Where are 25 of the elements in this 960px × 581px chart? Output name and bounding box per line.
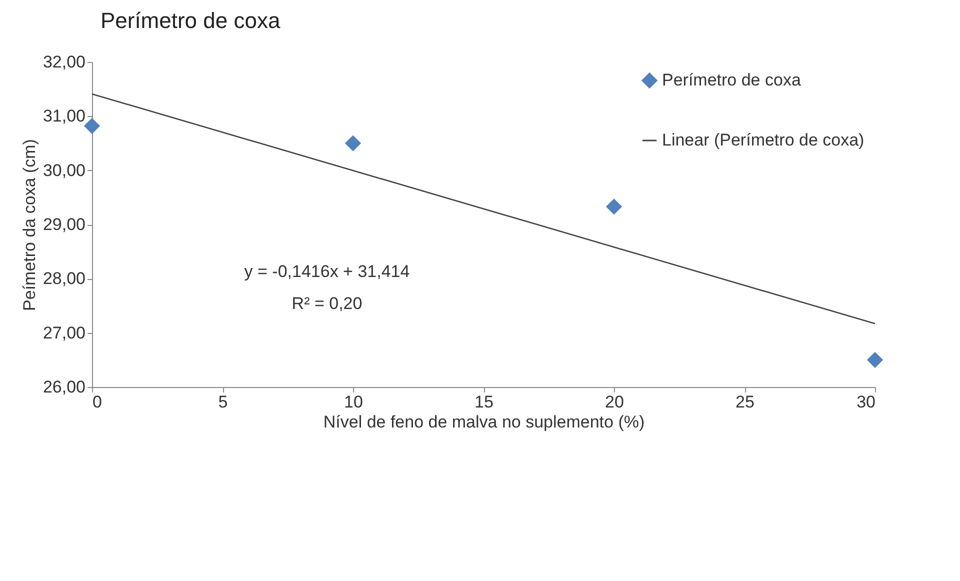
y-tick-label: 30,00 [42, 160, 86, 180]
x-tick-label: 5 [218, 392, 228, 412]
legend-label: Perímetro de coxa [662, 70, 802, 90]
y-tick-label: 27,00 [42, 323, 86, 342]
point [866, 352, 884, 368]
point [606, 198, 622, 215]
legend-label: Linear (Perímetro de coxa) [662, 130, 864, 150]
point [84, 118, 100, 134]
chart-title: Perímetro de coxa [100, 8, 281, 33]
y-tick-label: 29,00 [42, 215, 86, 234]
y-tick-label: 31,00 [42, 106, 86, 126]
y-tick-label: 26,00 [42, 378, 86, 396]
x-tick-label: 20 [605, 392, 624, 412]
x-tick-label: 30 [856, 392, 876, 412]
annotation: R² = 0,20 [292, 294, 362, 313]
x-tick-label: 10 [344, 392, 363, 412]
x-axis-title: Nível de feno de malva no suplemento (%) [323, 412, 645, 432]
x-tick-label: 0 [92, 392, 102, 412]
annotation: y = -0,1416x + 31,414 [244, 262, 410, 281]
point [344, 135, 362, 152]
y-tick-label: 28,00 [42, 269, 86, 288]
x-tick-label: 15 [474, 392, 494, 412]
x-tick-label: 25 [736, 392, 754, 412]
y-tick-label: 32,00 [42, 52, 86, 72]
y-axis-title: Peímetro da coxa (cm) [20, 139, 39, 311]
